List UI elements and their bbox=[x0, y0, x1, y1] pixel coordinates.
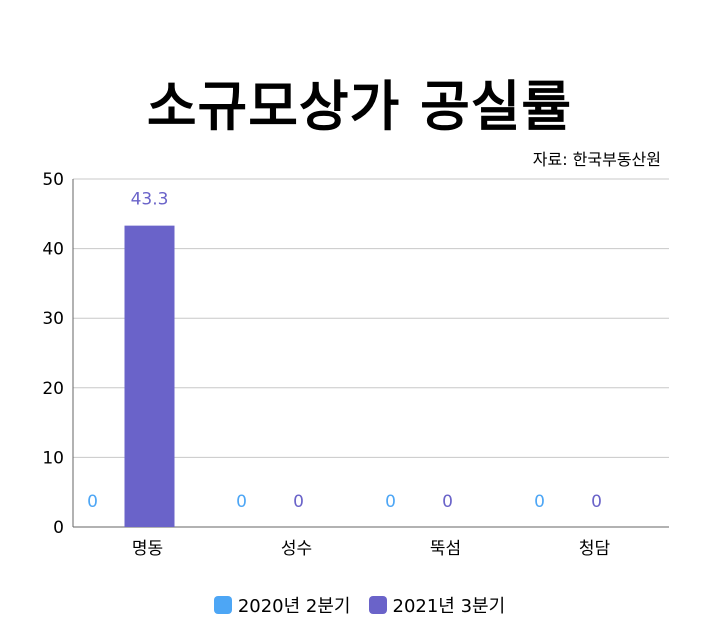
data-label-series-1: 0 bbox=[534, 492, 545, 512]
chart-title: 소규모상가 공실률 bbox=[146, 75, 573, 138]
x-tick-label: 청담 bbox=[579, 539, 611, 559]
y-tick-label: 10 bbox=[42, 448, 64, 468]
bar-chart: 0 10 20 30 40 50 명동 0 43.3 성수 0 0 뚝섬 0 0 청담 0 0 bbox=[42, 170, 669, 559]
y-tick-label: 50 bbox=[42, 170, 64, 190]
y-tick-label: 20 bbox=[42, 379, 64, 399]
bar-series-2 bbox=[124, 225, 175, 527]
data-label-series-1: 0 bbox=[385, 492, 396, 512]
legend-label-series-1: 2020년 2분기 bbox=[237, 596, 351, 617]
y-tick-label: 40 bbox=[42, 240, 64, 260]
legend-item-series-1: 2020년 2분기 bbox=[213, 592, 351, 618]
data-label-series-2: 0 bbox=[442, 492, 453, 512]
y-tick-label: 0 bbox=[53, 518, 64, 538]
data-label-series-1: 0 bbox=[236, 492, 247, 512]
legend-label-series-2: 2021년 3분기 bbox=[392, 596, 506, 617]
legend: 2020년 2분기 2021년 3분기 bbox=[0, 592, 719, 618]
y-tick-label: 30 bbox=[42, 309, 64, 329]
data-label-series-2: 0 bbox=[591, 492, 602, 512]
legend-item-series-2: 2021년 3분기 bbox=[368, 592, 506, 618]
data-label-series-2: 43.3 bbox=[131, 190, 169, 210]
x-tick-label: 성수 bbox=[281, 539, 312, 559]
x-tick-label: 명동 bbox=[132, 539, 163, 559]
data-label-series-2: 0 bbox=[293, 492, 304, 512]
legend-swatch-series-2 bbox=[368, 596, 387, 614]
source-note: 자료: 한국부동산원 bbox=[532, 150, 661, 169]
legend-swatch-series-1 bbox=[213, 596, 232, 614]
data-label-series-1: 0 bbox=[87, 492, 98, 512]
x-tick-label: 뚝섬 bbox=[430, 539, 461, 559]
